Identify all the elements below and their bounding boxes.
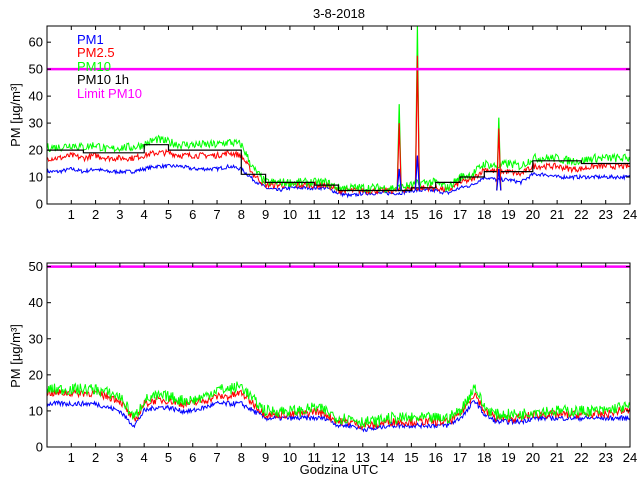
x-tick-label: 19 <box>501 207 515 222</box>
x-tick-label: 2 <box>92 207 99 222</box>
y-tick-label: 10 <box>29 403 43 418</box>
x-tick-label: 15 <box>404 450 418 465</box>
x-tick-label: 10 <box>283 450 297 465</box>
y-tick-label: 40 <box>29 89 43 104</box>
y-tick-label: 20 <box>29 143 43 158</box>
y-tick-label: 50 <box>29 62 43 77</box>
x-tick-label: 3 <box>116 207 123 222</box>
x-tick-label: 15 <box>404 207 418 222</box>
x-axis-label: Godzina UTC <box>300 462 379 477</box>
spike-pm1-8 <box>496 168 502 191</box>
bottom-ylabel: PM [µg/m³] <box>8 324 23 388</box>
x-tick-label: 8 <box>238 207 245 222</box>
x-tick-label: 1 <box>68 450 75 465</box>
x-tick-label: 10 <box>283 207 297 222</box>
x-tick-label: 16 <box>428 207 442 222</box>
y-tick-label: 0 <box>36 440 43 455</box>
x-tick-label: 12 <box>331 450 345 465</box>
y-tick-label: 50 <box>29 259 43 274</box>
x-tick-label: 21 <box>550 207 564 222</box>
spike-pm1-2 <box>396 168 402 191</box>
x-tick-label: 14 <box>380 207 394 222</box>
x-tick-label: 22 <box>574 450 588 465</box>
x-tick-label: 7 <box>213 207 220 222</box>
y-tick-label: 10 <box>29 170 43 185</box>
bottom-series-layer <box>46 381 631 433</box>
spike-pm25-4 <box>414 55 420 191</box>
series-line-pm1 <box>46 162 631 199</box>
top-panel: 1 2 3 4 5 6 7 8 9 10 11 12 13 14 15 16 17 18 19 20 21 22 23 240… <box>8 25 637 222</box>
legend-limit-pm10: Limit PM10 <box>77 86 142 101</box>
bottom-panel: 1 2 3 4 5 6 7 8 9 10 11 12 13 14 15 16 17 18 19 20 21 22 23 240… <box>8 259 637 477</box>
x-tick-label: 9 <box>262 450 269 465</box>
x-tick-label: 4 <box>141 207 148 222</box>
chart-title: 3-8-2018 <box>313 6 365 21</box>
legend: PM1 PM2.5 PM10 PM10 1h Limit PM10 <box>77 32 142 101</box>
top-ylabel: PM [µg/m³] <box>8 83 23 147</box>
spike-pm25-1 <box>396 123 402 191</box>
x-tick-label: 5 <box>165 207 172 222</box>
x-tick-label: 21 <box>550 450 564 465</box>
x-tick-label: 3 <box>116 450 123 465</box>
x-tick-label: 5 <box>165 450 172 465</box>
x-tick-label: 12 <box>331 207 345 222</box>
x-tick-label: 2 <box>92 450 99 465</box>
top-ticks-layer: 1 2 3 4 5 6 7 8 9 10 11 12 13 14 15 16 17 18 19 20 21 22 23 240… <box>29 26 637 222</box>
x-tick-label: 11 <box>307 450 321 465</box>
legend-pm25: PM2.5 <box>77 45 115 60</box>
x-tick-label: 22 <box>574 207 588 222</box>
y-tick-label: 20 <box>29 367 43 382</box>
x-tick-label: 4 <box>141 450 148 465</box>
x-tick-label: 6 <box>189 450 196 465</box>
x-tick-label: 23 <box>598 450 612 465</box>
x-tick-label: 24 <box>623 450 637 465</box>
y-tick-label: 40 <box>29 295 43 310</box>
x-tick-label: 23 <box>598 207 612 222</box>
x-tick-label: 19 <box>501 450 515 465</box>
x-tick-label: 16 <box>428 450 442 465</box>
x-tick-label: 7 <box>213 450 220 465</box>
x-tick-label: 17 <box>453 450 467 465</box>
spike-pm25-7 <box>496 128 502 191</box>
legend-pm10: PM10 <box>77 59 111 74</box>
series-line-pm10_1h <box>47 144 630 192</box>
x-tick-label: 24 <box>623 207 637 222</box>
x-tick-label: 14 <box>380 450 394 465</box>
x-tick-label: 9 <box>262 207 269 222</box>
y-tick-label: 30 <box>29 331 43 346</box>
x-tick-label: 6 <box>189 207 196 222</box>
series-line-pm10 <box>46 381 631 429</box>
x-tick-label: 20 <box>526 207 540 222</box>
legend-pm1: PM1 <box>77 32 104 47</box>
top-plot-background <box>47 26 630 204</box>
top-series-layer <box>46 25 631 199</box>
x-tick-label: 18 <box>477 450 491 465</box>
x-tick-label: 1 <box>68 207 75 222</box>
y-tick-label: 30 <box>29 116 43 131</box>
y-tick-label: 0 <box>36 197 43 212</box>
legend-pm10-1h: PM10 1h <box>77 72 129 87</box>
x-tick-label: 18 <box>477 207 491 222</box>
x-tick-label: 17 <box>453 207 467 222</box>
x-tick-label: 13 <box>356 450 370 465</box>
x-tick-label: 8 <box>238 450 245 465</box>
x-tick-label: 13 <box>356 207 370 222</box>
y-tick-label: 60 <box>29 35 43 50</box>
x-tick-label: 11 <box>307 207 321 222</box>
spike-pm1-5 <box>414 155 420 191</box>
x-tick-label: 20 <box>526 450 540 465</box>
bottom-ticks-layer: 1 2 3 4 5 6 7 8 9 10 11 12 13 14 15 16 17 18 19 20 21 22 23 240… <box>29 259 638 465</box>
